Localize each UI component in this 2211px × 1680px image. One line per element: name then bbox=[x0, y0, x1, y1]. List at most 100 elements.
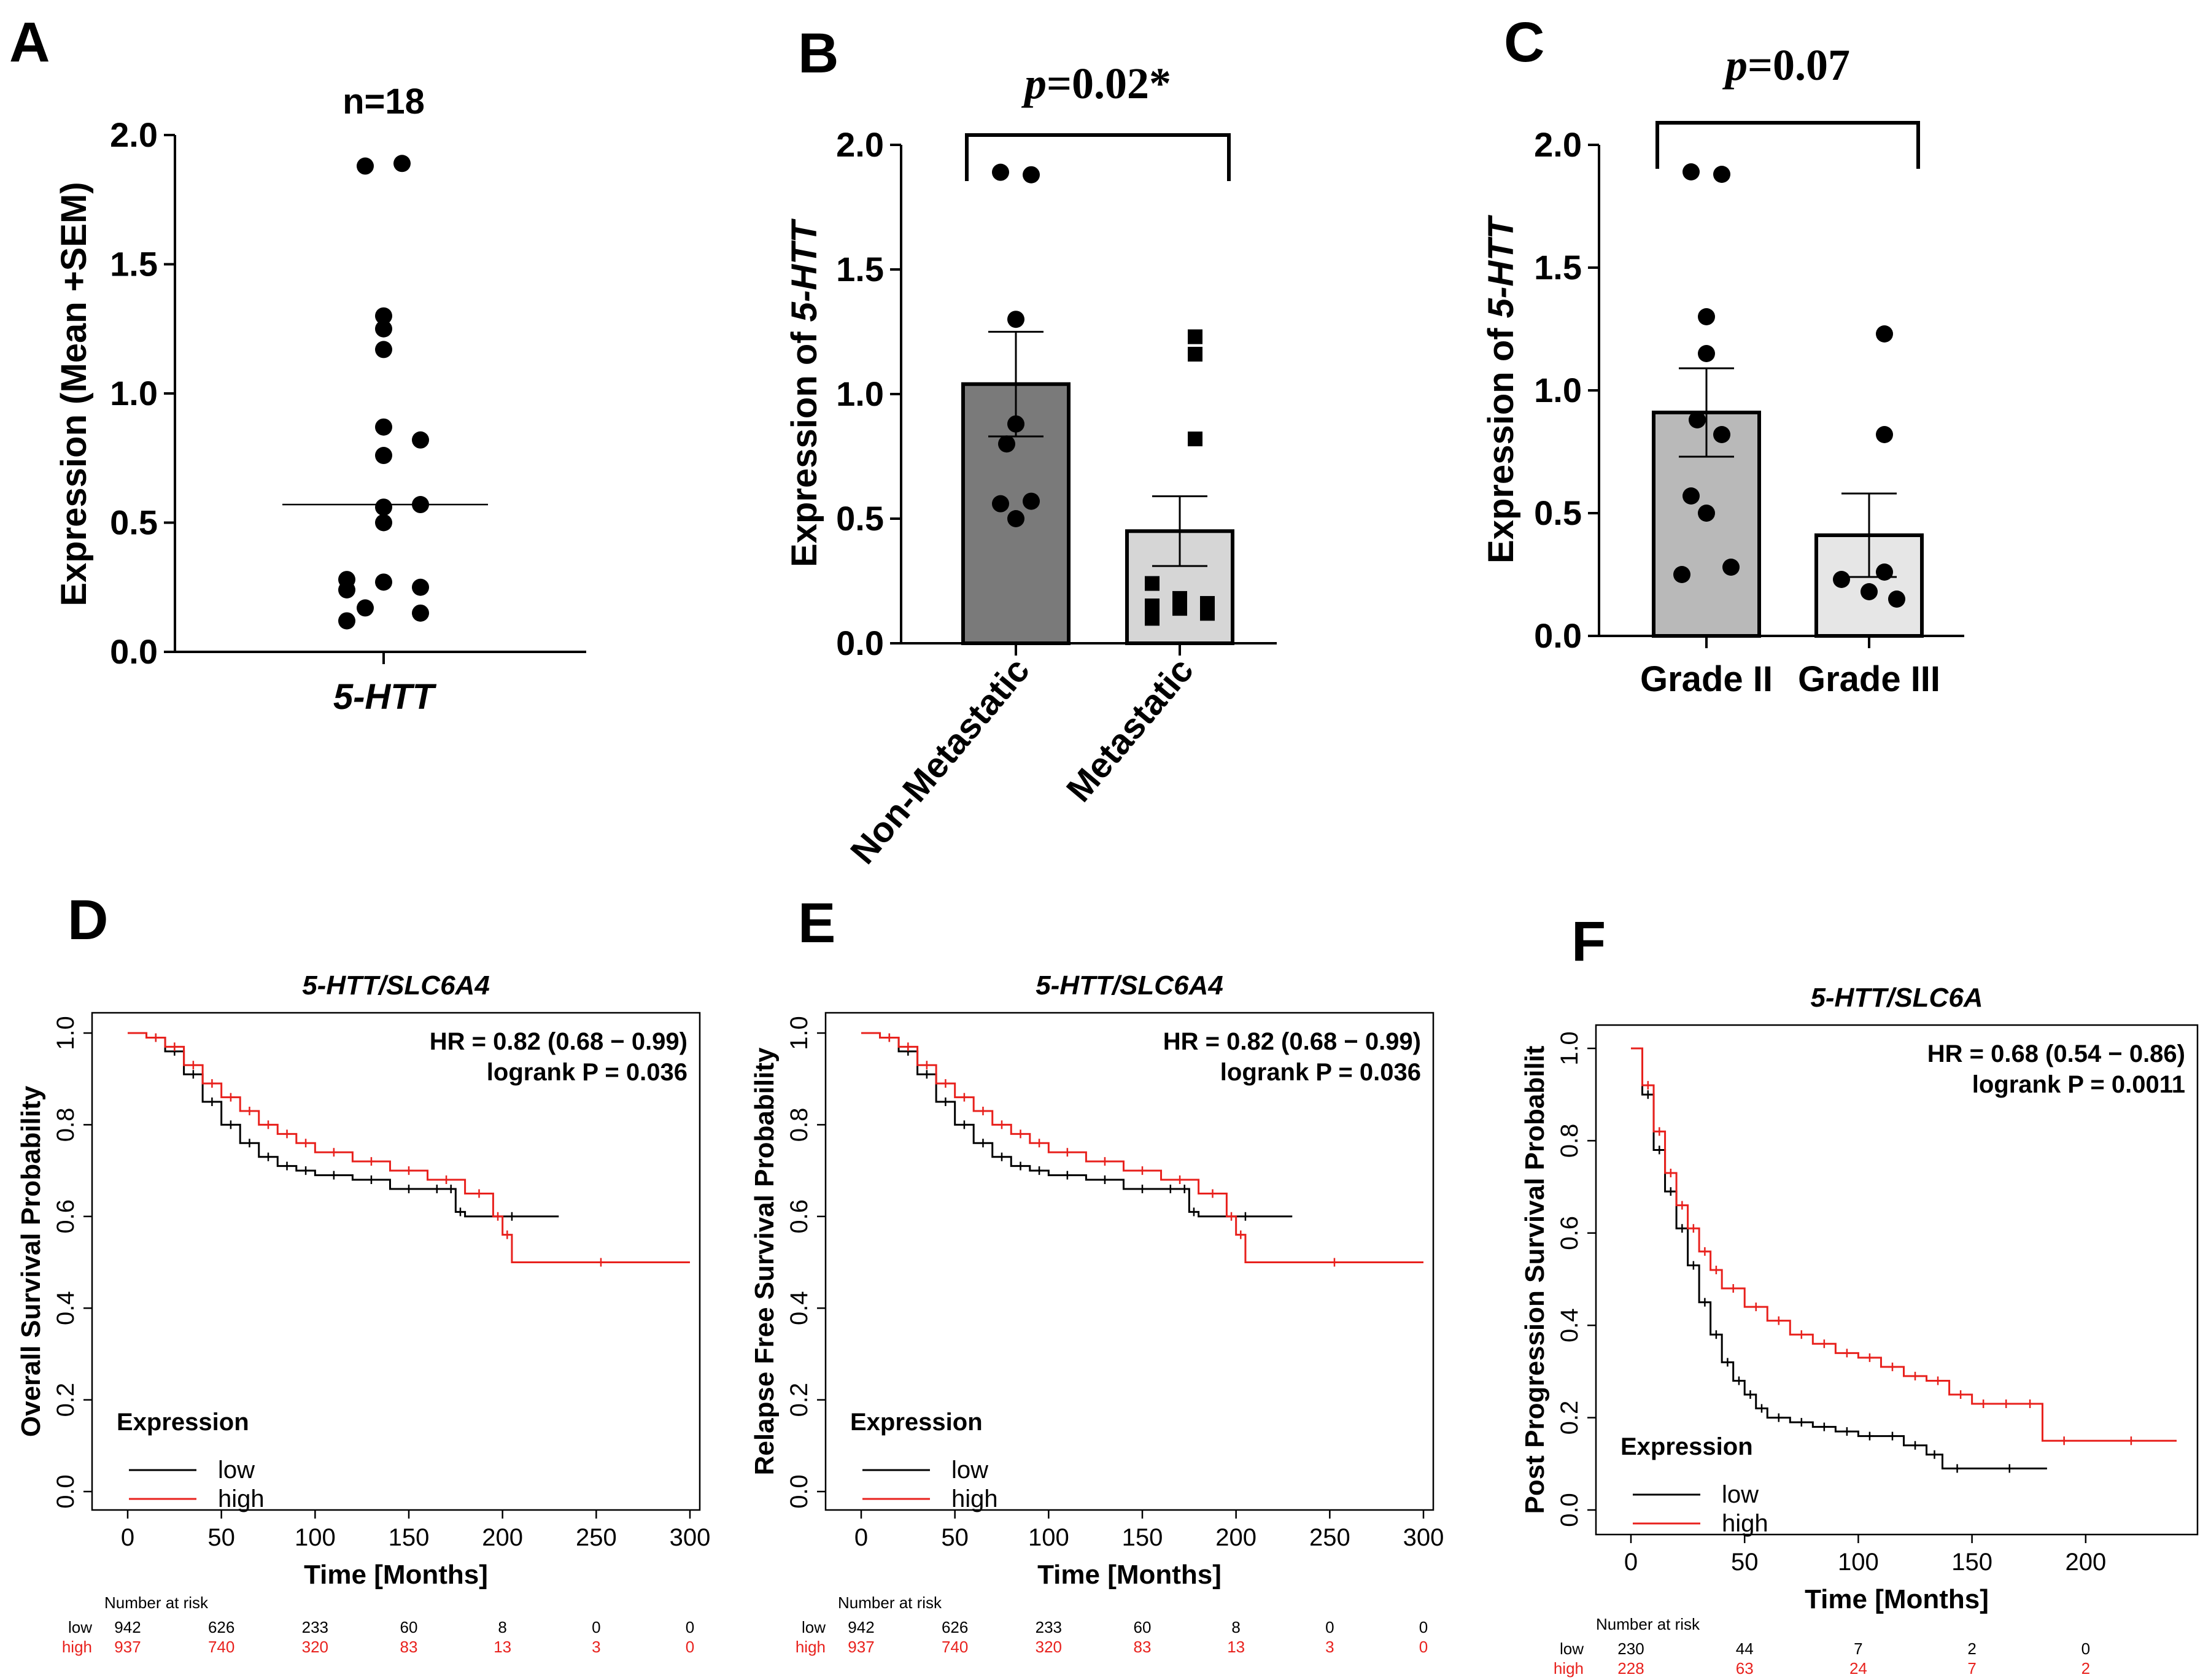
risk-low-value: 626 bbox=[208, 1618, 234, 1636]
censor-mark-low bbox=[1666, 1187, 1675, 1196]
chart-title: 5-HTT/SLC6A4 bbox=[302, 970, 490, 1001]
risk-low-value: 942 bbox=[114, 1618, 141, 1636]
y-tick-label: 0.0 bbox=[52, 1474, 79, 1509]
censor-mark-high bbox=[329, 1148, 338, 1157]
censor-mark-high bbox=[1888, 1362, 1897, 1371]
x-category-label: Non-Metastatic bbox=[843, 651, 1037, 872]
censor-mark-high bbox=[442, 1175, 451, 1185]
censor-mark-high bbox=[2126, 1436, 2135, 1446]
data-point bbox=[1682, 487, 1700, 505]
censor-mark-low bbox=[1734, 1376, 1743, 1385]
censor-mark-high bbox=[1797, 1330, 1806, 1339]
y-tick-label: 1.0 bbox=[1556, 1031, 1583, 1066]
data-point bbox=[992, 495, 1009, 513]
risk-low-value: 0 bbox=[1325, 1618, 1334, 1636]
x-axis-label: Time [Months] bbox=[1805, 1584, 1989, 1614]
censor-mark-high bbox=[1035, 1139, 1044, 1148]
y-tick-label: 0.0 bbox=[836, 624, 884, 662]
data-point bbox=[1172, 601, 1187, 616]
censor-mark-low bbox=[1100, 1175, 1109, 1185]
risk-high-value: 937 bbox=[848, 1638, 874, 1656]
censor-mark-low bbox=[1035, 1166, 1044, 1175]
y-tick-label: 2.0 bbox=[836, 125, 884, 164]
censor-mark-low bbox=[226, 1120, 235, 1129]
chart-title: 5-HTT/SLC6A bbox=[1810, 983, 1983, 1013]
censor-mark-low bbox=[207, 1097, 217, 1107]
censor-mark-low bbox=[1063, 1171, 1072, 1180]
risk-low-value: 7 bbox=[1854, 1639, 1862, 1658]
data-point bbox=[1023, 492, 1040, 510]
censor-mark-low bbox=[329, 1171, 338, 1180]
y-tick-label: 1.0 bbox=[52, 1016, 79, 1050]
censor-mark-high bbox=[997, 1120, 1006, 1129]
censor-mark-high bbox=[941, 1079, 950, 1088]
censor-mark-low bbox=[1711, 1330, 1721, 1339]
x-axis-label: Time [Months] bbox=[304, 1560, 488, 1590]
x-tick-label: 200 bbox=[2065, 1549, 2106, 1576]
y-tick-label: 0.5 bbox=[110, 503, 158, 542]
x-axis-label: Time [Months] bbox=[1037, 1560, 1222, 1590]
censor-mark-low bbox=[1189, 1207, 1198, 1217]
panel-letter-a: A bbox=[9, 11, 50, 74]
legend-title: Expression bbox=[850, 1409, 983, 1436]
data-point bbox=[1861, 583, 1878, 600]
censor-mark-high bbox=[1774, 1316, 1783, 1325]
legend-label-low: low bbox=[951, 1457, 988, 1484]
y-tick-label: 1.0 bbox=[1534, 371, 1582, 409]
data-point bbox=[1188, 347, 1202, 362]
censor-mark-high bbox=[1227, 1212, 1236, 1221]
legend-label-high: high bbox=[951, 1485, 998, 1512]
data-point bbox=[1023, 166, 1040, 184]
censor-mark-high bbox=[2059, 1436, 2069, 1446]
y-tick-label: 0.2 bbox=[786, 1383, 813, 1417]
y-tick-label: 0.2 bbox=[1556, 1401, 1583, 1435]
risk-high-value: 0 bbox=[686, 1638, 694, 1656]
data-point bbox=[375, 418, 392, 436]
legend-title: Expression bbox=[1620, 1433, 1753, 1460]
censor-mark-high bbox=[264, 1120, 273, 1129]
censor-mark-low bbox=[188, 1070, 198, 1079]
legend-label-low: low bbox=[1722, 1481, 1759, 1508]
panel-letter-d: D bbox=[68, 889, 108, 951]
x-tick-label: 0 bbox=[854, 1524, 868, 1551]
risk-low-value: 942 bbox=[848, 1618, 874, 1636]
risk-table-title: Number at risk bbox=[1596, 1615, 1700, 1633]
risk-low-value: 0 bbox=[2081, 1639, 2090, 1658]
censor-mark-high bbox=[226, 1093, 235, 1102]
y-tick-label: 0.6 bbox=[786, 1199, 813, 1234]
legend-label-high: high bbox=[1722, 1510, 1768, 1537]
data-point bbox=[375, 498, 392, 516]
censor-mark-low bbox=[455, 1207, 465, 1217]
plot-frame bbox=[824, 1012, 1435, 1511]
data-point bbox=[375, 320, 392, 338]
risk-high-value: 320 bbox=[302, 1638, 328, 1656]
data-point bbox=[1833, 571, 1850, 588]
significance-bracket bbox=[965, 133, 1231, 181]
censor-mark-high bbox=[1236, 1230, 1245, 1239]
risk-low-value: 60 bbox=[1134, 1618, 1152, 1636]
censor-mark-high bbox=[1729, 1284, 1738, 1293]
censor-mark-high bbox=[2026, 1399, 2035, 1409]
y-axis-label: Expression (Mean +SEM) bbox=[54, 182, 94, 606]
censor-mark-high bbox=[959, 1093, 969, 1102]
censor-mark-high bbox=[1700, 1247, 1710, 1256]
data-point bbox=[1188, 329, 1202, 344]
risk-high-value: 3 bbox=[1325, 1638, 1334, 1656]
censor-mark-low bbox=[1774, 1413, 1783, 1422]
censor-mark-low bbox=[1700, 1298, 1710, 1307]
p-value: =0.07 bbox=[1748, 41, 1850, 90]
censor-mark-high bbox=[1063, 1148, 1072, 1157]
y-tick-label: 0.6 bbox=[1556, 1216, 1583, 1250]
censor-mark-high bbox=[596, 1258, 605, 1267]
risk-low-value: 233 bbox=[302, 1618, 328, 1636]
censor-mark-high bbox=[922, 1061, 931, 1070]
data-point bbox=[1713, 426, 1730, 443]
legend-label-low: low bbox=[218, 1457, 255, 1484]
data-point bbox=[338, 612, 355, 630]
data-point bbox=[1145, 598, 1160, 614]
censor-mark-high bbox=[1175, 1175, 1185, 1185]
censor-mark-low bbox=[997, 1152, 1006, 1161]
risk-high-value: 740 bbox=[208, 1638, 234, 1656]
data-point bbox=[1188, 432, 1202, 447]
x-tick-label: 0 bbox=[121, 1524, 134, 1551]
